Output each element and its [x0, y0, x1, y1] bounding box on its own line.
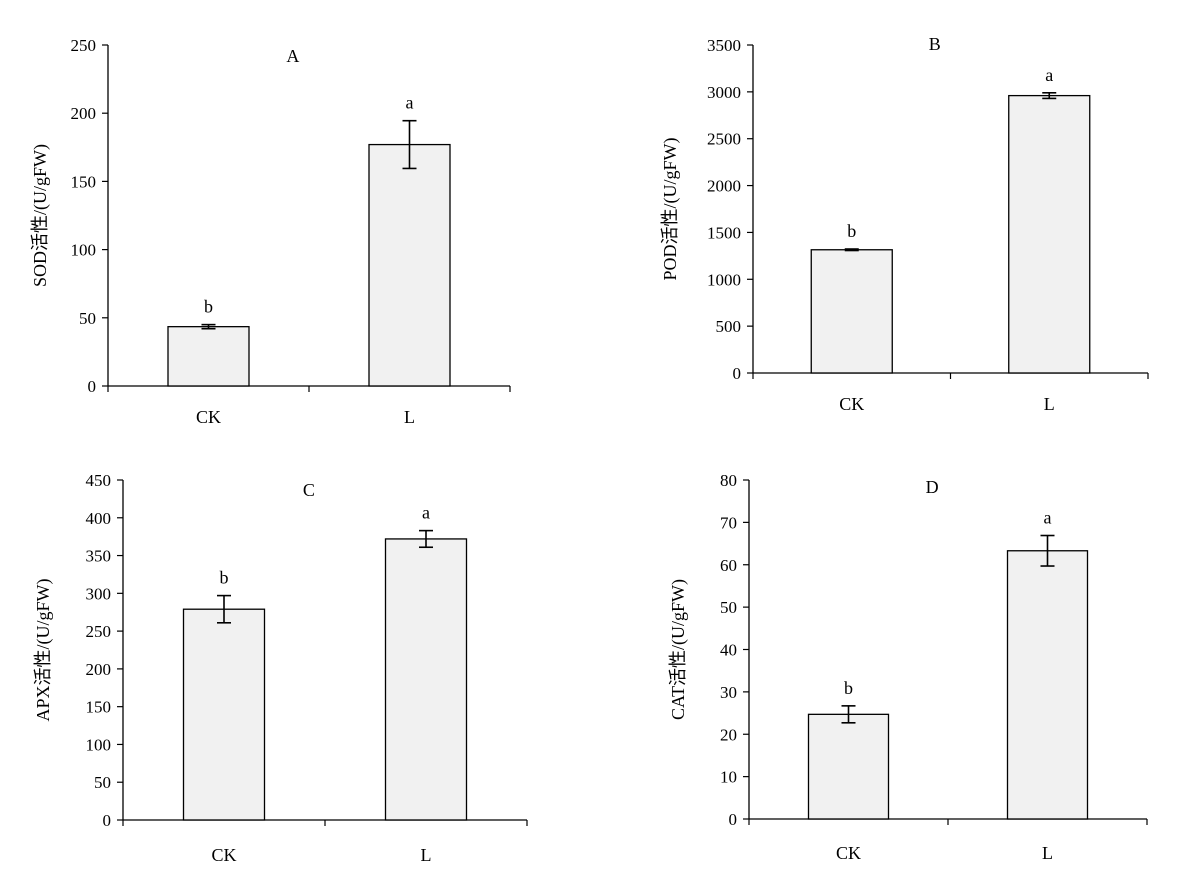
y-tick-label: 20	[720, 725, 737, 744]
error-bar-ck	[844, 248, 859, 252]
y-tick-label: 1000	[707, 270, 741, 289]
y-tick-label: 250	[86, 622, 112, 641]
y-axis-title: APX活性/(U/gFW)	[33, 578, 54, 721]
significance-label: b	[204, 297, 213, 317]
significance-label: a	[422, 503, 430, 523]
category-label: L	[421, 845, 432, 865]
y-tick-label: 2000	[707, 177, 741, 196]
y-tick-label: 10	[720, 768, 737, 787]
y-tick-label: 60	[720, 556, 737, 575]
significance-label: b	[847, 221, 856, 241]
category-label: CK	[836, 843, 861, 863]
y-tick-label: 1500	[707, 223, 741, 242]
y-tick-label: 400	[86, 509, 112, 528]
significance-label: b	[844, 678, 853, 698]
y-tick-label: 500	[716, 317, 742, 336]
error-bar-l	[1042, 91, 1057, 100]
bar-l	[1008, 94, 1091, 374]
y-tick-label: 50	[720, 598, 737, 617]
significance-label: a	[1044, 508, 1052, 528]
error-bar-ck	[841, 705, 856, 724]
y-axis-title: SOD活性/(U/gFW)	[30, 144, 51, 287]
y-tick-label: 300	[86, 584, 112, 603]
significance-label: a	[406, 93, 414, 113]
panel-title: C	[303, 480, 315, 500]
error-bar-l	[1040, 534, 1055, 567]
category-label: CK	[211, 845, 236, 865]
y-tick-label: 40	[720, 641, 737, 660]
y-tick-label: 0	[88, 377, 97, 396]
bar-ck	[167, 326, 250, 387]
y-tick-label: 70	[720, 513, 737, 532]
panel-title: A	[286, 46, 299, 66]
error-bar-l	[402, 119, 417, 170]
y-tick-label: 0	[729, 810, 738, 829]
y-tick-label: 0	[103, 811, 112, 830]
y-tick-label: 3000	[707, 83, 741, 102]
y-tick-label: 100	[86, 735, 112, 754]
y-tick-label: 150	[71, 172, 97, 191]
panel-b: 0 500 1000 1500 2000 2500 3000 3500 b CK a L B POD活性/…	[660, 34, 1149, 414]
y-tick-label: 350	[86, 547, 112, 566]
category-label: L	[404, 407, 415, 427]
category-label: CK	[839, 394, 864, 414]
panel-title: D	[926, 477, 939, 497]
panel-c: 0 50 100 150 200 250 300 350 400 450 b CK a L C APX活性/(…	[33, 471, 528, 865]
y-tick-label: 450	[86, 471, 112, 490]
y-axis-title: POD活性/(U/gFW)	[660, 137, 681, 280]
panel-d: 0 10 20 30 40 50 60 70 80 b CK a L D CAT活性/(U/gFW)	[668, 471, 1148, 863]
significance-label: b	[220, 568, 229, 588]
category-label: CK	[196, 407, 221, 427]
error-bar-ck	[201, 323, 216, 330]
y-tick-label: 250	[71, 36, 97, 55]
y-axis-title: CAT活性/(U/gFW)	[668, 579, 689, 720]
category-label: L	[1042, 843, 1053, 863]
y-tick-label: 200	[86, 660, 112, 679]
y-tick-label: 50	[79, 309, 96, 328]
panel-a: 0 50 100 150 200 250 b CK a L A SOD活性/(U/gFW)	[30, 36, 511, 427]
y-tick-label: 2500	[707, 130, 741, 149]
y-tick-label: 150	[86, 698, 112, 717]
bar-l	[368, 143, 451, 387]
category-label: L	[1044, 394, 1055, 414]
y-tick-label: 30	[720, 683, 737, 702]
bar-ck	[810, 249, 893, 374]
y-tick-label: 50	[94, 773, 111, 792]
bar-ck	[182, 608, 266, 821]
error-bar-ck	[217, 594, 231, 624]
y-tick-label: 3500	[707, 36, 741, 55]
panel-title: B	[929, 34, 941, 54]
y-tick-label: 200	[71, 104, 97, 123]
bar-l	[384, 538, 468, 821]
significance-label: a	[1045, 65, 1053, 85]
error-bar-l	[419, 529, 433, 549]
bar-l	[1006, 550, 1089, 820]
y-tick-label: 80	[720, 471, 737, 490]
y-tick-label: 100	[71, 241, 97, 260]
bar-ck	[807, 713, 890, 820]
y-tick-label: 0	[733, 364, 742, 383]
